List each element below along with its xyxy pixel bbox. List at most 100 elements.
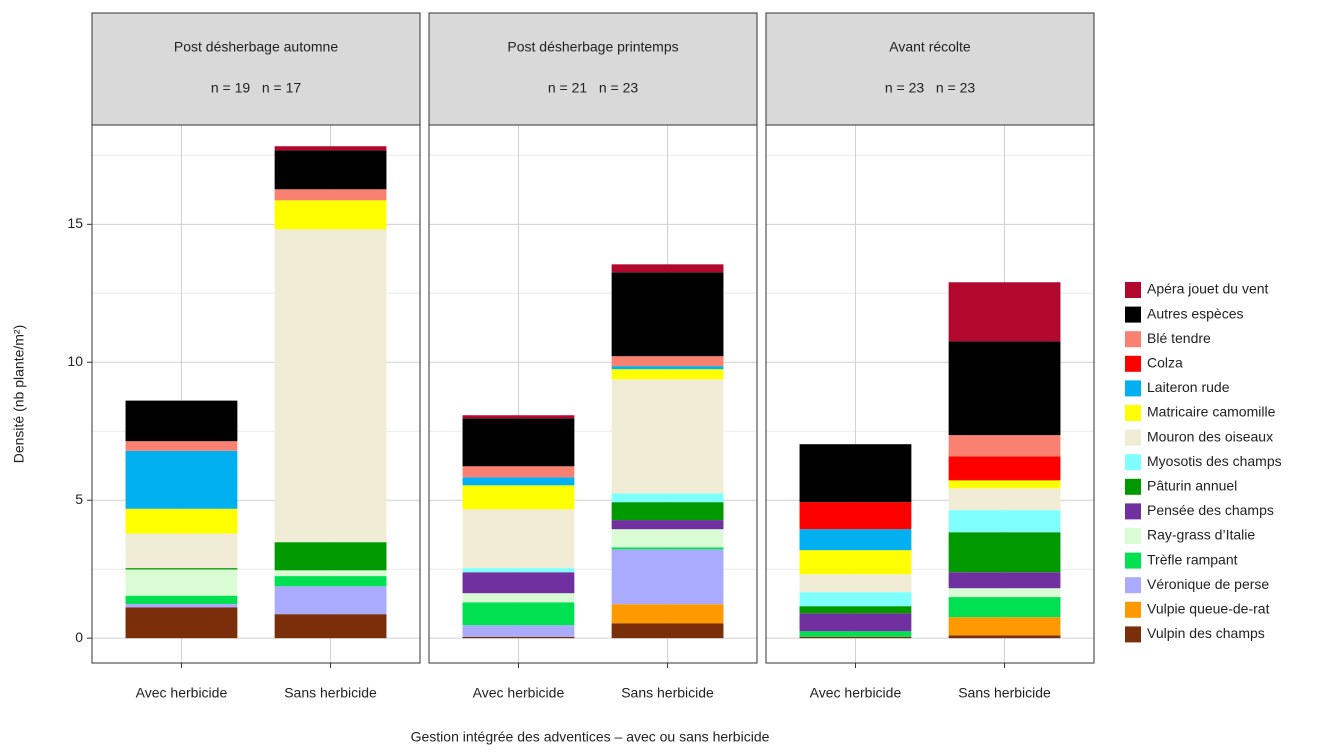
bar-segment: [611, 493, 724, 503]
bar-segment: [948, 435, 1061, 457]
legend-label: Myosotis des champs: [1147, 453, 1282, 469]
bar-segment: [125, 595, 238, 604]
bar-segment: [611, 549, 724, 605]
legend-swatch: [1125, 355, 1141, 372]
legend-swatch: [1125, 552, 1141, 569]
y-tick-label: 5: [75, 491, 83, 507]
bar-segment: [611, 366, 724, 370]
y-tick-label: 15: [67, 215, 83, 231]
legend-swatch: [1125, 306, 1141, 323]
x-tick-label: Avec herbicide: [136, 685, 228, 701]
bar-segment: [274, 570, 387, 577]
legend-swatch: [1125, 478, 1141, 495]
bar-segment: [462, 466, 575, 478]
x-tick-label: Sans herbicide: [958, 685, 1051, 701]
bar-segment: [125, 607, 238, 639]
bar-segment: [274, 586, 387, 615]
bar-segment: [948, 456, 1061, 481]
bar-segment: [799, 592, 912, 607]
x-tick-label: Sans herbicide: [284, 685, 377, 701]
legend-label: Laiteron rude: [1147, 379, 1230, 395]
bar-segment: [125, 508, 238, 534]
strip: [428, 12, 758, 126]
bar-segment: [274, 576, 387, 587]
bar-segment: [274, 542, 387, 571]
strip: [91, 12, 421, 126]
bar-segment: [274, 146, 387, 151]
bar-segment: [948, 532, 1061, 573]
legend-swatch: [1125, 626, 1141, 643]
bar-segment: [462, 636, 575, 639]
bar-segment: [125, 603, 238, 608]
bar-segment: [462, 572, 575, 594]
x-axis-title: Gestion intégrée des adventices – avec o…: [411, 729, 770, 745]
panel-title: Avant récolte: [889, 39, 971, 55]
bar-segment: [274, 189, 387, 201]
bar-segment: [799, 574, 912, 593]
bar-segment: [611, 529, 724, 548]
bar-segment: [948, 572, 1061, 589]
bar-segment: [462, 415, 575, 419]
panel-border: [428, 124, 758, 664]
x-tick-label: Avec herbicide: [810, 685, 902, 701]
panel-border: [765, 124, 1095, 664]
legend-label: Autres espèces: [1147, 305, 1244, 321]
bar-segment: [274, 200, 387, 230]
bar-segment: [948, 282, 1061, 342]
legend-swatch: [1125, 380, 1141, 397]
bar-segment: [611, 520, 724, 530]
legend-label: Blé tendre: [1147, 330, 1211, 346]
bar-segment: [948, 488, 1061, 511]
y-tick-label: 10: [67, 353, 83, 369]
legend-label: Ray-grass d’Italie: [1147, 527, 1255, 543]
legend-label: Matricaire camomille: [1147, 404, 1276, 420]
bar-segment: [125, 568, 238, 570]
legend-swatch: [1125, 528, 1141, 544]
bar-segment: [948, 617, 1061, 636]
y-axis-title: Densité (nb plante/m²): [11, 325, 27, 464]
bar-segment: [462, 509, 575, 569]
bar-segment: [274, 150, 387, 190]
bar-segment: [799, 636, 912, 639]
bar-segment: [799, 444, 912, 503]
bar-segment: [799, 550, 912, 575]
legend-label: Vulpie queue-de-rat: [1147, 601, 1270, 617]
bar-segment: [611, 379, 724, 494]
bar-segment: [799, 613, 912, 632]
panel-subtitle: n = 19 n = 17: [211, 80, 302, 96]
y-tick-label: 0: [75, 629, 83, 645]
bar-segment: [125, 533, 238, 569]
bar-segment: [611, 547, 724, 550]
strip: [765, 12, 1095, 126]
bar-segment: [799, 631, 912, 637]
panel-subtitle: n = 23 n = 23: [885, 80, 976, 96]
legend-label: Véronique de perse: [1147, 576, 1269, 592]
bar-segment: [462, 625, 575, 637]
bar-segment: [125, 400, 238, 442]
legend-label: Pâturin annuel: [1147, 478, 1237, 494]
bar-segment: [611, 604, 724, 624]
bar-segment: [948, 588, 1061, 598]
bar-segment: [948, 597, 1061, 618]
bar-segment: [611, 623, 724, 639]
panel-title: Post désherbage automne: [174, 39, 338, 55]
bar-segment: [462, 568, 575, 573]
bar-segment: [611, 502, 724, 521]
bar-segment: [125, 569, 238, 596]
bar-segment: [462, 477, 575, 486]
legend-swatch: [1125, 282, 1141, 298]
bar-segment: [799, 606, 912, 614]
bar-segment: [948, 480, 1061, 489]
legend-label: Mouron des oiseaux: [1147, 428, 1273, 444]
bar-segment: [611, 272, 724, 357]
legend-swatch: [1125, 577, 1141, 594]
legend-label: Apéra jouet du vent: [1147, 281, 1269, 297]
legend-swatch: [1125, 601, 1141, 618]
legend-label: Pensée des champs: [1147, 502, 1274, 518]
bar-segment: [462, 602, 575, 626]
panel-subtitle: n = 21 n = 23: [548, 80, 639, 96]
bar-segment: [799, 529, 912, 551]
bar-segment: [462, 418, 575, 467]
bar-segment: [948, 510, 1061, 533]
